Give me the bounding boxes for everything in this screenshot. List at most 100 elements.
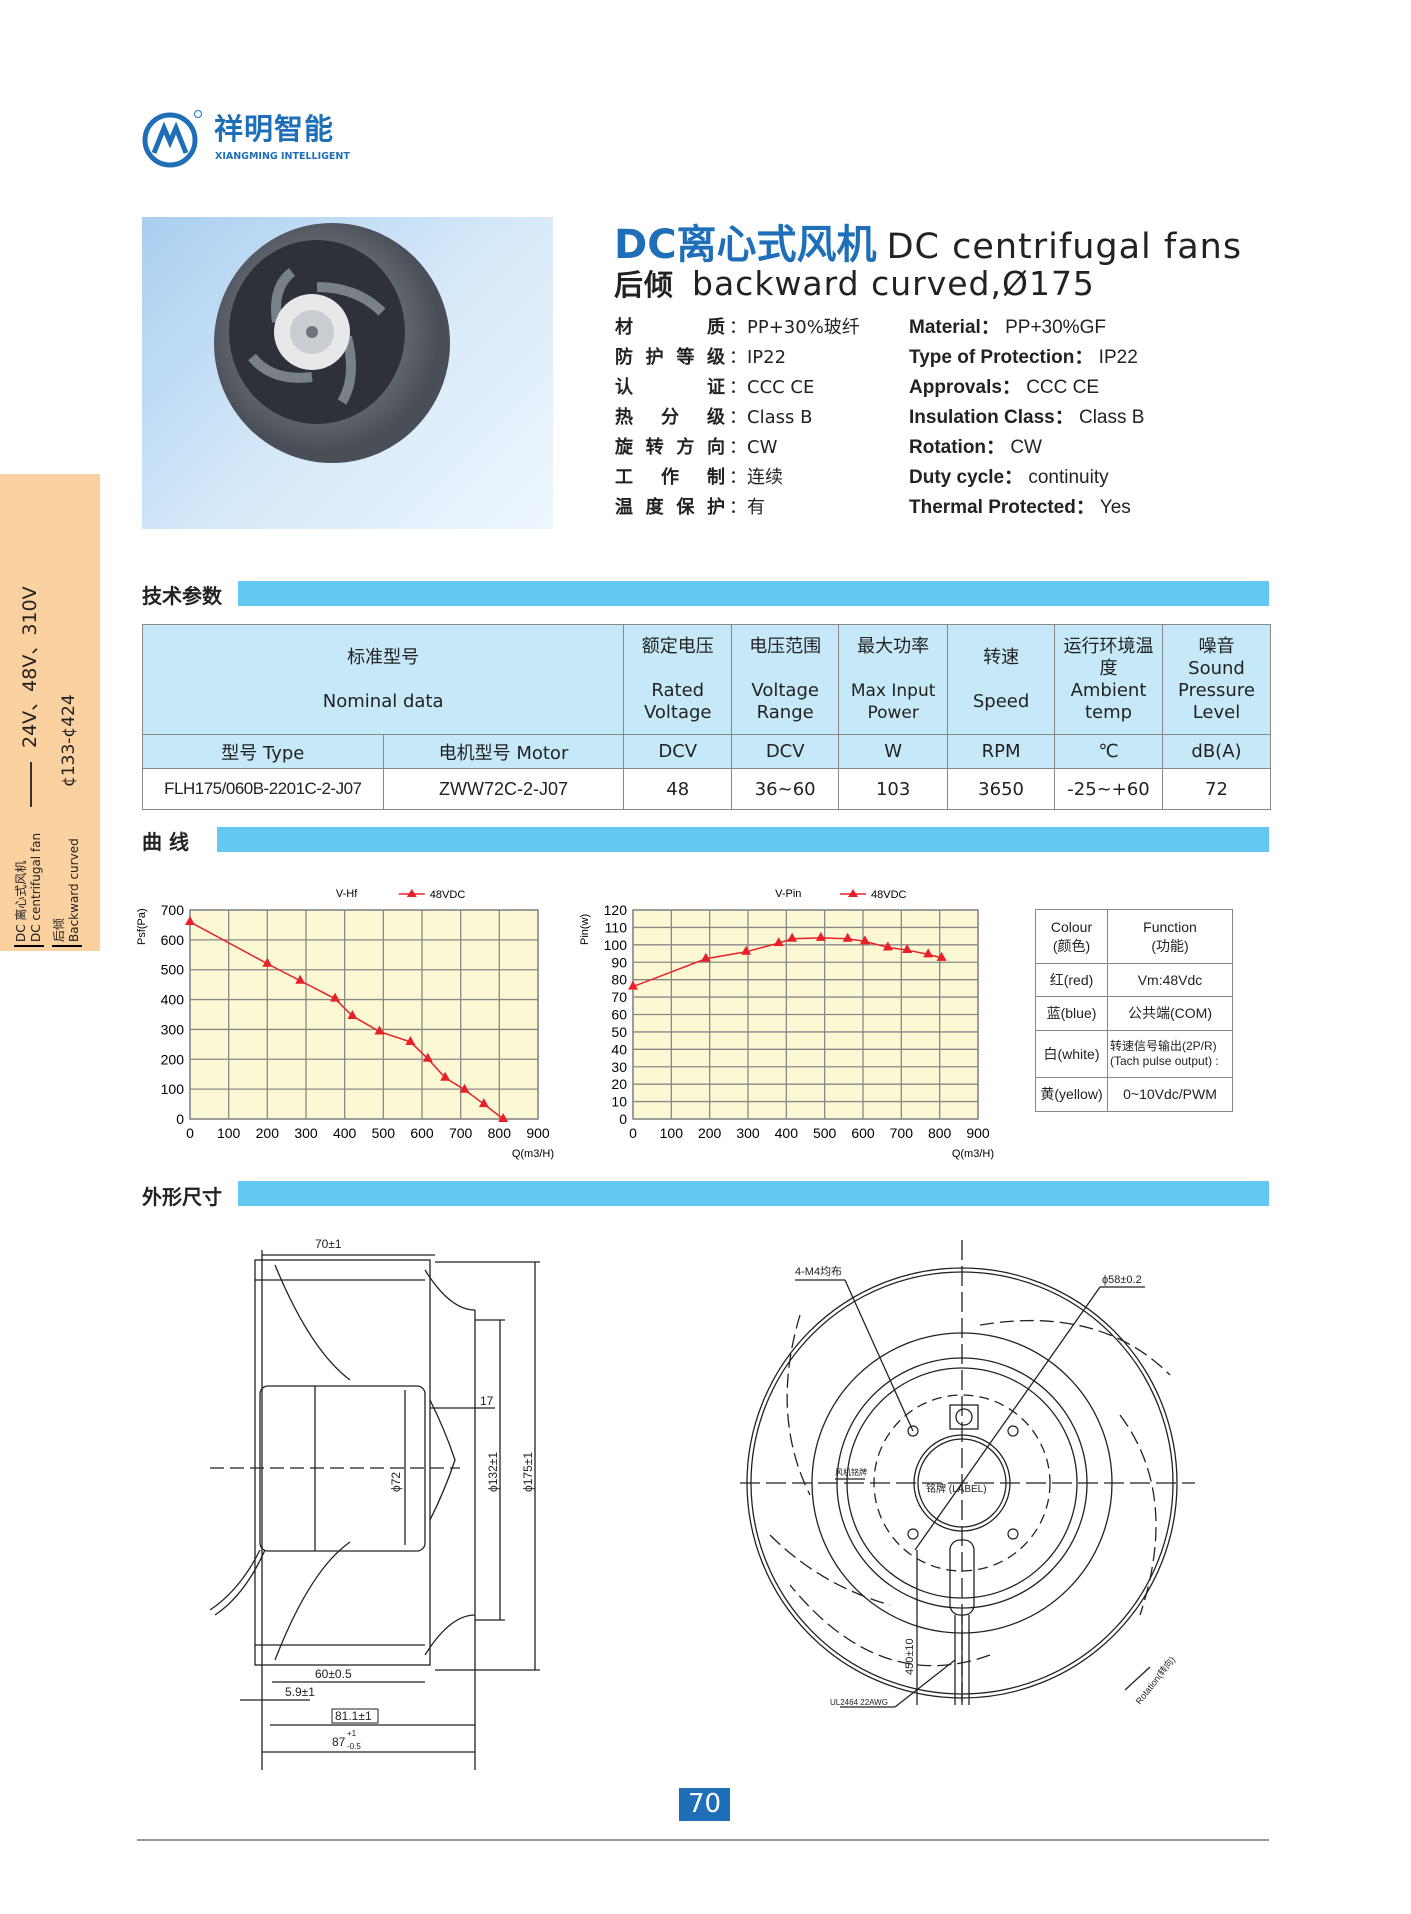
table-row: FLH175/060B-2201C-2-J07 ZWW72C-2-J07 48 … — [142, 768, 1272, 810]
spec-row-cn: 旋转方向 ：CW — [615, 437, 778, 458]
label-lead-length: 450±10 — [904, 1638, 916, 1675]
section-title-dims: 外形尺寸 — [142, 1185, 222, 1209]
wire-row: 黄(yellow) 0~10Vdc/PWM — [1035, 1077, 1233, 1112]
y-tick-label: 20 — [611, 1076, 627, 1092]
wire-function: 公共端(COM) — [1107, 996, 1233, 1031]
section-bar — [238, 1181, 1269, 1206]
data-point — [787, 932, 798, 942]
wire-header-function: Function (功能) — [1107, 909, 1233, 964]
y-tick-label: 90 — [611, 954, 627, 970]
cell-noise: 72 — [1161, 768, 1272, 810]
data-point — [330, 992, 340, 1002]
label-d58: ϕ58±0.2 — [1102, 1274, 1142, 1286]
wire-row: 白(white) 转速信号输出(2P/R) (Tach pulse output) … — [1035, 1030, 1233, 1078]
unit-cell: RPM — [947, 734, 1056, 769]
dim-60: 60±0.5 — [315, 1667, 352, 1681]
title-cn: DC离心式风机 — [614, 222, 877, 268]
unit-cell: 型号 Type — [142, 734, 384, 769]
label-airflow: 风机铭牌 — [835, 1467, 867, 1477]
wire-colour: 黄(yellow) — [1035, 1077, 1108, 1112]
y-tick-label: 60 — [611, 1007, 627, 1023]
y-tick-label: 40 — [611, 1041, 627, 1057]
header-nominal: 标准型号 Nominal data — [141, 624, 625, 735]
band-line1: DC 离心式风机 — [14, 860, 28, 942]
subtitle-en: backward curved,Ø175 — [692, 264, 1095, 303]
dim-17: 17 — [480, 1394, 494, 1408]
x-tick-label: 0 — [629, 1125, 637, 1141]
title-en: DC centrifugal fans — [886, 227, 1243, 267]
y-tick-label: 200 — [161, 1051, 185, 1067]
side-view-drawing: 70±1 17 ϕ72 ϕ132±1 ϕ175±1 60±0.5 5.9±1 8… — [210, 1237, 540, 1770]
table-unit-row: 型号 Type 电机型号 Motor DCV DCV W RPM ℃ dB(A) — [142, 734, 1272, 769]
spec-table: 标准型号 Nominal data 额定电压 Rated Voltage 电压范围 V… — [141, 624, 1272, 810]
cell-temp: -25~+60 — [1054, 768, 1163, 810]
wire-function: 转速信号输出(2P/R) (Tach pulse output) : — [1107, 1030, 1233, 1078]
dim-70: 70±1 — [315, 1237, 342, 1251]
specs-cn: 材质 ：PP+30%玻纤 防护等级 ：IP22 认证 ：CCC CE 热分级 ：Clas… — [615, 313, 860, 523]
y-tick-label: 110 — [605, 919, 628, 935]
data-point — [936, 951, 947, 961]
data-point — [882, 941, 893, 951]
data-point — [405, 1035, 416, 1045]
band-line4: Backward curved — [67, 838, 81, 942]
data-point — [498, 1113, 509, 1122]
x-tick-label: 200 — [698, 1125, 722, 1141]
spec-row-cn: 认证 ：CCC CE — [615, 377, 815, 398]
wire-color-table: Colour (颜色) Function (功能) 红(red) Vm:48Vdc 蓝… — [1035, 909, 1233, 1112]
product-photo — [142, 217, 553, 529]
data-point — [859, 935, 870, 945]
chart-pressure-flow: 0 100 200 300 400 500 600 700 800 900 0 100 200 300 40… — [136, 888, 554, 1160]
specs-en: Material： PP+30%GF Type of Protection： I… — [909, 313, 1144, 523]
x-axis-label: Q(m3/H) — [952, 1148, 994, 1160]
wire-row: 蓝(blue) 公共端(COM) — [1035, 996, 1233, 1031]
spec-row-cn: 热分级 ：Class B — [615, 407, 813, 428]
spec-row-en: Type of Protection： IP22 — [909, 347, 1138, 368]
y-axis-label: Pin(w) — [579, 914, 591, 945]
chart-title: V-Hf — [336, 888, 358, 900]
data-point — [347, 1009, 358, 1019]
dim-132: ϕ132±1 — [486, 1452, 500, 1492]
x-tick-label: 800 — [928, 1125, 952, 1141]
label-rotation: Rotation(转向) — [1133, 1654, 1177, 1706]
spec-row-en: Rotation： CW — [909, 437, 1042, 458]
y-tick-label: 50 — [611, 1024, 627, 1040]
section-title-curve: 曲 线 — [142, 830, 189, 854]
y-tick-label: 400 — [161, 992, 185, 1008]
data-point — [262, 957, 273, 967]
band-diameters: ¢133-¢424 — [59, 694, 79, 787]
x-axis-label: Q(m3/H) — [512, 1148, 554, 1160]
wire-function: 0~10Vdc/PWM — [1107, 1077, 1233, 1112]
y-tick-label: 700 — [161, 902, 185, 918]
section-bar — [217, 827, 1269, 852]
x-tick-label: 900 — [966, 1125, 990, 1141]
y-tick-label: 0 — [176, 1111, 184, 1127]
data-point — [478, 1098, 489, 1108]
data-point — [741, 945, 752, 955]
subtitle-cn: 后倾 — [614, 268, 675, 302]
band-line3: 后倾 — [52, 917, 66, 942]
y-tick-label: 80 — [611, 972, 627, 988]
data-point — [773, 937, 784, 947]
x-tick-label: 400 — [333, 1125, 357, 1141]
dim-87-tol-up: +1 — [347, 1729, 357, 1738]
spec-row-cn: 温度保护 ：有 — [615, 497, 765, 518]
x-tick-label: 700 — [890, 1125, 914, 1141]
y-tick-label: 100 — [604, 937, 628, 953]
y-tick-label: 70 — [611, 989, 627, 1005]
x-tick-label: 0 — [186, 1125, 194, 1141]
y-tick-label: 0 — [619, 1111, 627, 1127]
dim-81: 81.1±1 — [335, 1709, 372, 1723]
data-point — [923, 948, 934, 958]
label-cable: UL2464 22AWG — [830, 1698, 888, 1707]
legend-label: 48VDC — [430, 889, 466, 901]
spec-row-en: Approvals： CCC CE — [909, 377, 1100, 398]
y-tick-label: 30 — [611, 1059, 627, 1075]
spec-row-en: Duty cycle： continuity — [909, 467, 1109, 488]
data-point — [440, 1071, 451, 1081]
cell-motor: ZWW72C-2-J07 — [382, 768, 625, 810]
plot-area — [189, 909, 539, 1120]
y-tick-label: 300 — [161, 1021, 185, 1037]
x-tick-label: 700 — [449, 1125, 473, 1141]
brand-name-en: XIANGMING INTELLIGENT — [215, 151, 350, 162]
